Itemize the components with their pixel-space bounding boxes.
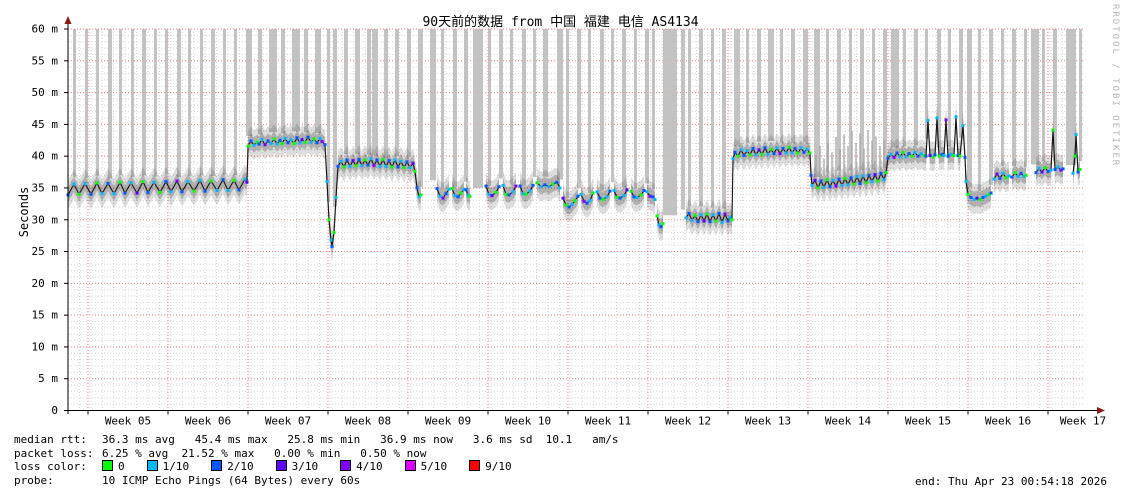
y-tick-label: 30 m <box>32 213 59 226</box>
x-tick-label: Week 13 <box>745 415 791 428</box>
legend-item-2-10: 2/10 <box>211 460 254 473</box>
y-tick-label: 60 m <box>32 23 59 36</box>
probe-label: probe: <box>14 474 54 488</box>
legend-item-label: 5/10 <box>420 460 448 474</box>
median-rtt-row: median rtt: 36.3 ms avg 45.4 ms max 25.8 … <box>14 433 619 447</box>
y-tick-label: 5 m <box>38 372 58 385</box>
end-timestamp: end: Thu Apr 23 00:54:18 2026 <box>914 475 1107 488</box>
legend-item-label: 0 <box>118 460 125 474</box>
legend-item-label: 1/10 <box>162 460 190 474</box>
packet-loss-label: packet loss: <box>14 446 94 460</box>
y-tick-label: 35 m <box>32 181 59 194</box>
legend-item-5-10: 5/10 <box>404 460 448 474</box>
legend-item-1-10: 1/10 <box>146 460 190 474</box>
x-tick-label: Week 06 <box>185 415 231 428</box>
x-tick-label: Week 14 <box>825 415 872 428</box>
loss-color-row: loss color: 0 1/10 2/10 3/10 4/10 5/10 9/10 <box>14 460 619 474</box>
loss-color-swatch <box>340 460 352 472</box>
y-tick-label: 20 m <box>32 277 59 290</box>
x-tick-label: Week 11 <box>585 415 631 428</box>
loss-color-label: loss color: <box>14 460 87 474</box>
stats-footer: median rtt: 36.3 ms avg 45.4 ms max 25.8 … <box>14 433 619 488</box>
probe-row: probe: 10 ICMP Echo Pings (64 Bytes) ever… <box>14 474 619 488</box>
median-dots <box>66 115 1082 248</box>
rrdtool-watermark: RRDTOOL / TOBI OETIKER <box>1110 4 1120 168</box>
legend-item-0: 0 <box>102 460 125 473</box>
legend-item-label: 4/10 <box>356 460 383 474</box>
probe-value: 10 ICMP Echo Pings (64 Bytes) every 60s <box>102 474 361 488</box>
y-tick-label: 10 m <box>32 340 59 353</box>
axes <box>64 16 1105 415</box>
x-tick-label: Week 10 <box>505 415 551 428</box>
x-tick-label: Week 05 <box>105 415 151 428</box>
loss-color-legend: 0 1/10 2/10 3/10 4/10 5/10 9/10 <box>102 460 534 473</box>
loss-color-swatch <box>211 460 223 472</box>
x-tick-label: Week 07 <box>265 415 311 428</box>
legend-item-label: 3/10 <box>291 460 319 474</box>
x-tick-label: Week 15 <box>905 415 951 428</box>
loss-color-swatch <box>404 460 416 472</box>
y-tick-label: 0 <box>51 404 58 417</box>
x-tick-label: Week 16 <box>985 415 1031 428</box>
y-tick-label: 50 m <box>32 86 59 99</box>
y-tick-label: 15 m <box>32 309 59 322</box>
smoke-spikes <box>815 130 885 188</box>
loss-color-swatch <box>275 460 287 472</box>
median-rtt-values: 36.3 ms avg 45.4 ms max 25.8 ms min 36.9… <box>102 433 619 446</box>
legend-item-label: 2/10 <box>227 460 254 474</box>
x-tick-label: Week 17 <box>1060 415 1106 428</box>
y-tick-label: 55 m <box>32 54 59 67</box>
loss-color-swatch <box>102 460 113 472</box>
chart-title: 90天前的数据 from 中国 福建 电信 AS4134 <box>422 15 699 30</box>
median-rtt-label: median rtt: <box>14 433 87 446</box>
x-tick-label: Week 09 <box>425 415 471 428</box>
packet-loss-values: 6.25 % avg 21.52 % max 0.00 % min 0.50 %… <box>102 446 427 460</box>
packet-loss-row: packet loss: 6.25 % avg 21.52 % max 0.00 … <box>14 447 619 461</box>
y-tick-label: 25 m <box>32 245 59 258</box>
x-tick-label: Week 08 <box>345 415 391 428</box>
axis-labels: 0 5 m 10 m 15 m 20 m 25 m 30 m 35 m 40 m 45 m 50 m… <box>32 23 1107 428</box>
legend-item-9-10: 9/10 <box>469 460 512 473</box>
y-tick-label: 40 m <box>32 150 59 163</box>
loss-bars <box>73 29 1082 216</box>
legend-item-4-10: 4/10 <box>340 460 383 473</box>
x-tick-label: Week 12 <box>665 415 711 428</box>
y-tick-label: 45 m <box>32 118 59 131</box>
loss-color-swatch <box>469 460 481 472</box>
loss-color-swatch <box>146 460 158 472</box>
legend-item-3-10: 3/10 <box>275 460 319 474</box>
legend-item-label: 9/10 <box>485 460 512 474</box>
